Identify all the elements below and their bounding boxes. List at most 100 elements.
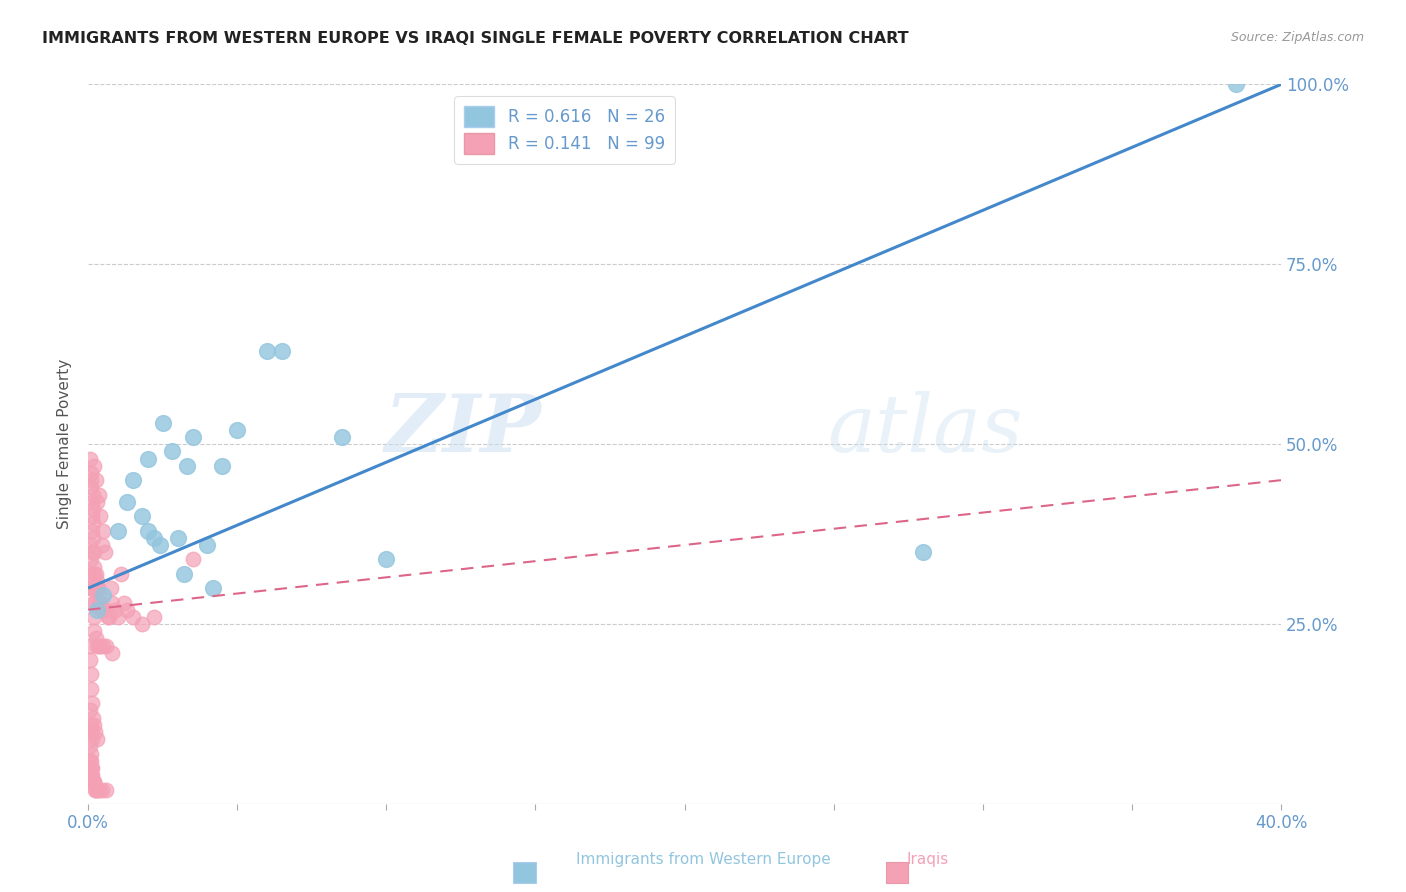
- Point: [79, 667, 101, 681]
- Text: Source: ZipAtlas.com: Source: ZipAtlas.com: [1230, 31, 1364, 45]
- Point: [82, 487, 104, 501]
- Point: [160, 444, 183, 458]
- Point: [79, 653, 101, 667]
- Point: [136, 451, 159, 466]
- Point: [80, 566, 103, 581]
- Point: [90, 603, 112, 617]
- Point: [176, 458, 198, 473]
- Point: [83, 624, 105, 639]
- Point: [83, 782, 105, 797]
- Point: [211, 458, 233, 473]
- Point: [83, 725, 105, 739]
- Point: [80, 754, 103, 768]
- Point: [166, 531, 188, 545]
- Point: [86, 581, 108, 595]
- Point: [80, 581, 103, 595]
- Point: [80, 761, 103, 775]
- Point: [131, 617, 153, 632]
- Point: [91, 588, 114, 602]
- Point: [89, 639, 111, 653]
- Point: [83, 775, 105, 789]
- Point: [80, 725, 103, 739]
- Point: [110, 566, 132, 581]
- Point: [87, 487, 110, 501]
- Point: [86, 603, 108, 617]
- Point: [136, 524, 159, 538]
- Point: [84, 473, 107, 487]
- Point: [79, 739, 101, 754]
- Point: [107, 610, 129, 624]
- Point: [79, 639, 101, 653]
- Point: [131, 509, 153, 524]
- Point: [84, 632, 107, 646]
- Point: [83, 458, 105, 473]
- Bar: [886, 862, 908, 883]
- Point: [79, 466, 101, 480]
- Point: [80, 473, 103, 487]
- Point: [98, 610, 121, 624]
- Point: [122, 610, 145, 624]
- Point: [80, 768, 103, 782]
- Point: [82, 595, 104, 609]
- Point: [94, 639, 117, 653]
- Point: [79, 761, 101, 775]
- Point: [152, 416, 174, 430]
- Point: [89, 595, 111, 609]
- Point: [90, 538, 112, 552]
- Point: [82, 711, 104, 725]
- Point: [86, 581, 108, 595]
- Text: Immigrants from Western Europe: Immigrants from Western Europe: [575, 852, 831, 867]
- Point: [86, 639, 108, 653]
- Point: [330, 430, 353, 444]
- Point: [101, 595, 124, 609]
- Point: [82, 502, 104, 516]
- Point: [80, 480, 103, 494]
- Point: [79, 761, 101, 775]
- Point: [87, 782, 110, 797]
- Point: [83, 581, 105, 595]
- Point: [89, 595, 111, 609]
- Point: [79, 451, 101, 466]
- Point: [80, 524, 103, 538]
- Point: [80, 495, 103, 509]
- Point: [79, 754, 101, 768]
- Point: [142, 610, 165, 624]
- Point: [82, 775, 104, 789]
- Point: [79, 552, 101, 566]
- Point: [122, 473, 145, 487]
- Point: [91, 603, 114, 617]
- Point: [149, 538, 172, 552]
- Point: [375, 552, 398, 566]
- Point: [181, 552, 204, 566]
- Point: [86, 782, 108, 797]
- Point: [84, 595, 107, 609]
- Point: [79, 718, 101, 732]
- Point: [84, 782, 107, 797]
- Point: [86, 732, 108, 747]
- Point: [101, 646, 124, 660]
- Point: [197, 538, 219, 552]
- Point: [91, 639, 114, 653]
- Legend: R = 0.616   N = 26, R = 0.141   N = 99: R = 0.616 N = 26, R = 0.141 N = 99: [454, 96, 675, 164]
- Point: [83, 775, 105, 789]
- Point: [142, 531, 165, 545]
- Point: [83, 545, 105, 559]
- Point: [79, 768, 101, 782]
- Point: [80, 768, 103, 782]
- Text: ZIP: ZIP: [385, 391, 541, 468]
- Point: [80, 681, 103, 696]
- Point: [79, 538, 101, 552]
- Point: [83, 718, 105, 732]
- Point: [83, 566, 105, 581]
- Point: [79, 581, 101, 595]
- Point: [100, 581, 122, 595]
- Point: [79, 703, 101, 717]
- Point: [91, 524, 114, 538]
- Point: [202, 581, 225, 595]
- Point: [79, 747, 101, 761]
- Point: [80, 509, 103, 524]
- Point: [80, 768, 103, 782]
- Point: [87, 639, 110, 653]
- Point: [84, 566, 107, 581]
- Point: [83, 559, 105, 574]
